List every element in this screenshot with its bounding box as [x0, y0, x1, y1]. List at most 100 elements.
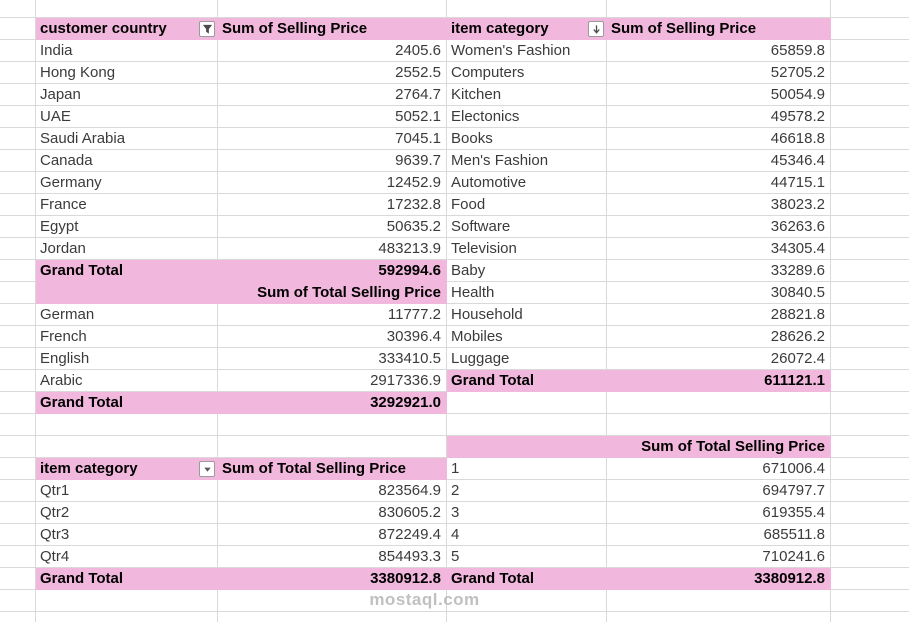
row-label-cell[interactable]: Automotive: [451, 174, 527, 191]
row-value-cell[interactable]: 44715.1: [770, 174, 825, 191]
category-sort-button[interactable]: [588, 21, 604, 37]
field-header-customer-country[interactable]: customer country: [36, 18, 218, 40]
grand-total-label[interactable]: Grand Total: [40, 570, 124, 587]
row-label-cell[interactable]: 1: [451, 460, 460, 477]
row-value-cell[interactable]: 9639.7: [395, 152, 441, 169]
row-value-cell[interactable]: 28821.8: [770, 306, 825, 323]
row-label-cell[interactable]: Luggage: [451, 350, 510, 367]
row-value-cell[interactable]: 671006.4: [762, 460, 825, 477]
row-label-cell[interactable]: UAE: [40, 108, 71, 125]
row-label-cell[interactable]: Household: [451, 306, 523, 323]
row-value-cell[interactable]: 2552.5: [395, 64, 441, 81]
row-value-cell[interactable]: 2764.7: [395, 86, 441, 103]
row-label-cell[interactable]: 2: [451, 482, 460, 499]
row-value-cell[interactable]: 685511.8: [763, 526, 825, 543]
table-row: Women's Fashion 65859.8: [447, 40, 831, 62]
field-header-item-category[interactable]: item category: [447, 18, 607, 40]
row-value-cell[interactable]: 5052.1: [395, 108, 441, 125]
row-value-cell[interactable]: 872249.4: [378, 526, 441, 543]
row-value-cell[interactable]: 694797.7: [762, 482, 825, 499]
row-value-cell[interactable]: 823564.9: [378, 482, 441, 499]
row-label-cell[interactable]: Canada: [40, 152, 93, 169]
row-label-cell[interactable]: English: [40, 350, 90, 367]
row-value-cell[interactable]: 52705.2: [770, 64, 825, 81]
row-value-cell[interactable]: 46618.8: [770, 130, 825, 147]
grand-total-value[interactable]: 611121.1: [764, 372, 825, 389]
country-filter-button[interactable]: [199, 21, 215, 37]
row-label-cell[interactable]: Japan: [40, 86, 81, 103]
row-label-cell[interactable]: Television: [451, 240, 517, 257]
row-label-cell[interactable]: Mobiles: [451, 328, 503, 345]
row-value-cell[interactable]: 33289.6: [770, 262, 825, 279]
row-value-cell[interactable]: 710241.6: [762, 548, 825, 565]
grand-total-value[interactable]: 3380912.8: [754, 570, 825, 587]
field-header-item-category[interactable]: item category: [36, 458, 218, 480]
grand-total-value[interactable]: 592994.6: [378, 262, 441, 279]
row-label-cell[interactable]: Jordan: [40, 240, 86, 257]
row-value-cell[interactable]: 50635.2: [386, 218, 441, 235]
row-value-cell[interactable]: 49578.2: [770, 108, 825, 125]
row-value-cell[interactable]: 830605.2: [378, 504, 441, 521]
row-label-cell[interactable]: 3: [451, 504, 460, 521]
row-value-cell[interactable]: 7045.1: [395, 130, 441, 147]
row-value-cell[interactable]: 619355.4: [762, 504, 825, 521]
row-value-cell[interactable]: 26072.4: [770, 350, 825, 367]
row-value-cell[interactable]: 30396.4: [386, 328, 441, 345]
row-label-cell[interactable]: Electonics: [451, 108, 520, 125]
row-label-cell[interactable]: France: [40, 196, 87, 213]
row-label-cell[interactable]: 5: [451, 548, 460, 565]
row-value-cell[interactable]: 30840.5: [770, 284, 825, 301]
row-label-cell[interactable]: Germany: [40, 174, 102, 191]
grand-total-label[interactable]: Grand Total: [40, 394, 124, 411]
row-label-cell[interactable]: Books: [451, 130, 493, 147]
row-label-cell[interactable]: Qtr1: [40, 482, 70, 499]
row-value-cell[interactable]: 333410.5: [378, 350, 441, 367]
row-value-cell[interactable]: 2917336.9: [370, 372, 441, 389]
value-header[interactable]: Sum of Total Selling Price: [641, 438, 825, 455]
row-value-cell[interactable]: 2405.6: [395, 42, 441, 59]
row-label-cell[interactable]: Baby: [451, 262, 486, 279]
row-label-cell[interactable]: Egypt: [40, 218, 79, 235]
row-label-cell[interactable]: Kitchen: [451, 86, 502, 103]
grand-total-label[interactable]: Grand Total: [451, 570, 535, 587]
row-value-cell[interactable]: 65859.8: [770, 42, 825, 59]
row-label-cell[interactable]: Software: [451, 218, 511, 235]
value-header[interactable]: Sum of Total Selling Price: [257, 284, 441, 301]
row-label-cell[interactable]: Food: [451, 196, 486, 213]
grand-total-value[interactable]: 3380912.8: [370, 570, 441, 587]
row-value-cell[interactable]: 34305.4: [770, 240, 825, 257]
row-value-cell[interactable]: 12452.9: [386, 174, 441, 191]
category-dropdown-button[interactable]: [199, 461, 215, 477]
row-value-cell[interactable]: 45346.4: [770, 152, 825, 169]
row-label-cell[interactable]: Men's Fashion: [451, 152, 549, 169]
row-value-cell[interactable]: 38023.2: [770, 196, 825, 213]
row-label-cell[interactable]: Women's Fashion: [451, 42, 571, 59]
row-label-cell[interactable]: German: [40, 306, 95, 323]
value-header[interactable]: Sum of Total Selling Price: [222, 460, 406, 477]
row-label-cell[interactable]: Arabic: [40, 372, 83, 389]
row-value-cell[interactable]: 36263.6: [770, 218, 825, 235]
row-value-cell[interactable]: 50054.9: [770, 86, 825, 103]
row-label-cell[interactable]: Qtr2: [40, 504, 70, 521]
row-value-cell[interactable]: 28626.2: [770, 328, 825, 345]
row-value-cell[interactable]: 11777.2: [387, 306, 441, 323]
row-label-cell[interactable]: Saudi Arabia: [40, 130, 126, 147]
row-label-cell[interactable]: Qtr3: [40, 526, 70, 543]
row-label-cell[interactable]: India: [40, 42, 73, 59]
row-label-cell[interactable]: Health: [451, 284, 495, 301]
row-value-cell[interactable]: 483213.9: [378, 240, 441, 257]
row-label-cell[interactable]: French: [40, 328, 87, 345]
grand-total-label[interactable]: Grand Total: [40, 262, 124, 279]
row-label-cell[interactable]: Qtr4: [40, 548, 70, 565]
row-value-cell[interactable]: 854493.3: [378, 548, 441, 565]
row-label-cell[interactable]: Computers: [451, 64, 525, 81]
row-label-cell[interactable]: 4: [451, 526, 460, 543]
grand-total-value[interactable]: 3292921.0: [370, 394, 441, 411]
row-label-cell[interactable]: Hong Kong: [40, 64, 116, 81]
value-header[interactable]: Sum of Selling Price: [222, 20, 368, 37]
blank-header-cell[interactable]: [447, 436, 607, 458]
grand-total-label[interactable]: Grand Total: [451, 372, 535, 389]
row-value-cell[interactable]: 17232.8: [386, 196, 441, 213]
blank-header-cell[interactable]: [36, 282, 218, 304]
value-header[interactable]: Sum of Selling Price: [611, 20, 757, 37]
